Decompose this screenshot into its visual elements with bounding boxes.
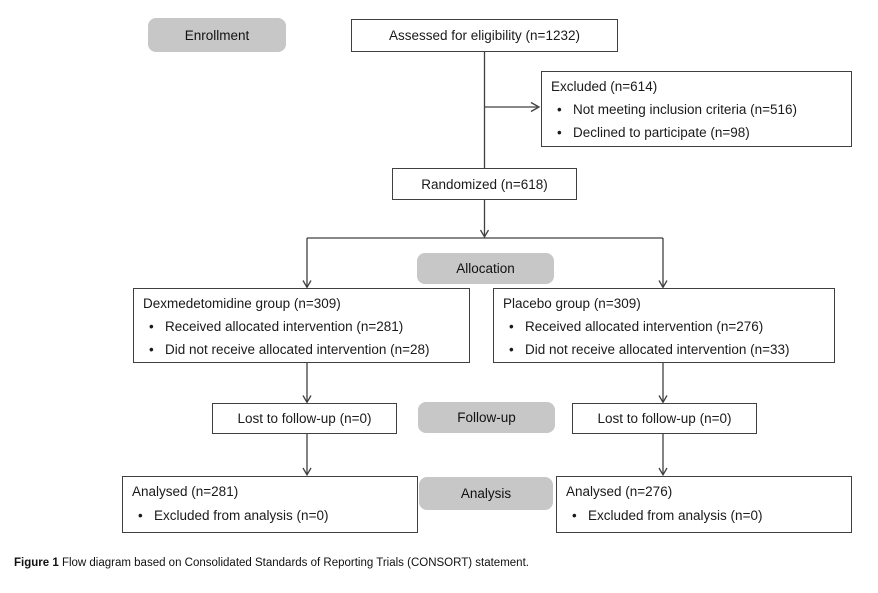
lost-followup-right-box: Lost to follow-up (n=0) bbox=[572, 403, 757, 434]
dexmedetomidine-bullet-1: • Received allocated intervention (n=281… bbox=[143, 315, 463, 338]
placebo-group-box: Placebo group (n=309) • Received allocat… bbox=[493, 288, 835, 363]
bullet-icon: • bbox=[509, 342, 514, 357]
lost-followup-left-box: Lost to follow-up (n=0) bbox=[212, 403, 397, 434]
excluded-box: Excluded (n=614) • Not meeting inclusion… bbox=[541, 71, 852, 147]
enrollment-stage-label: Enrollment bbox=[148, 18, 286, 52]
analysed-left-title: Analysed (n=281) bbox=[132, 484, 239, 499]
analysis-stage-label: Analysis bbox=[419, 477, 553, 510]
placebo-bullet-2: • Did not receive allocated intervention… bbox=[503, 338, 828, 361]
analysed-right-box: Analysed (n=276) • Excluded from analysi… bbox=[556, 476, 852, 533]
excluded-bullet-1: • Not meeting inclusion criteria (n=516) bbox=[551, 98, 845, 121]
placebo-group-title: Placebo group (n=309) bbox=[503, 296, 641, 311]
figure-caption-text: Flow diagram based on Consolidated Stand… bbox=[61, 557, 529, 569]
analysed-right-title: Analysed (n=276) bbox=[566, 484, 673, 499]
bullet-icon: • bbox=[138, 508, 143, 523]
excluded-bullet-2: • Declined to participate (n=98) bbox=[551, 121, 845, 144]
bullet-icon: • bbox=[557, 102, 562, 117]
analysed-right-bullet-1: • Excluded from analysis (n=0) bbox=[566, 504, 845, 528]
analysed-left-bullet-1: • Excluded from analysis (n=0) bbox=[132, 504, 411, 528]
dexmedetomidine-group-box: Dexmedetomidine group (n=309) • Received… bbox=[133, 288, 470, 363]
bullet-icon: • bbox=[149, 342, 154, 357]
dexmedetomidine-bullet-2: • Did not receive allocated intervention… bbox=[143, 338, 463, 361]
dexmedetomidine-group-title: Dexmedetomidine group (n=309) bbox=[143, 296, 341, 311]
followup-stage-label: Follow-up bbox=[418, 402, 555, 433]
randomized-box: Randomized (n=618) bbox=[392, 168, 577, 200]
assessed-eligibility-box: Assessed for eligibility (n=1232) bbox=[351, 19, 618, 52]
analysed-left-box: Analysed (n=281) • Excluded from analysi… bbox=[122, 476, 418, 533]
bullet-icon: • bbox=[557, 125, 562, 140]
figure-caption: Figure 1 Flow diagram based on Consolida… bbox=[14, 557, 864, 569]
bullet-icon: • bbox=[509, 319, 514, 334]
excluded-title: Excluded (n=614) bbox=[551, 79, 658, 94]
bullet-icon: • bbox=[149, 319, 154, 334]
bullet-icon: • bbox=[572, 508, 577, 523]
figure-caption-label: Figure 1 bbox=[14, 557, 59, 569]
allocation-stage-label: Allocation bbox=[417, 253, 554, 284]
placebo-bullet-1: • Received allocated intervention (n=276… bbox=[503, 315, 828, 338]
